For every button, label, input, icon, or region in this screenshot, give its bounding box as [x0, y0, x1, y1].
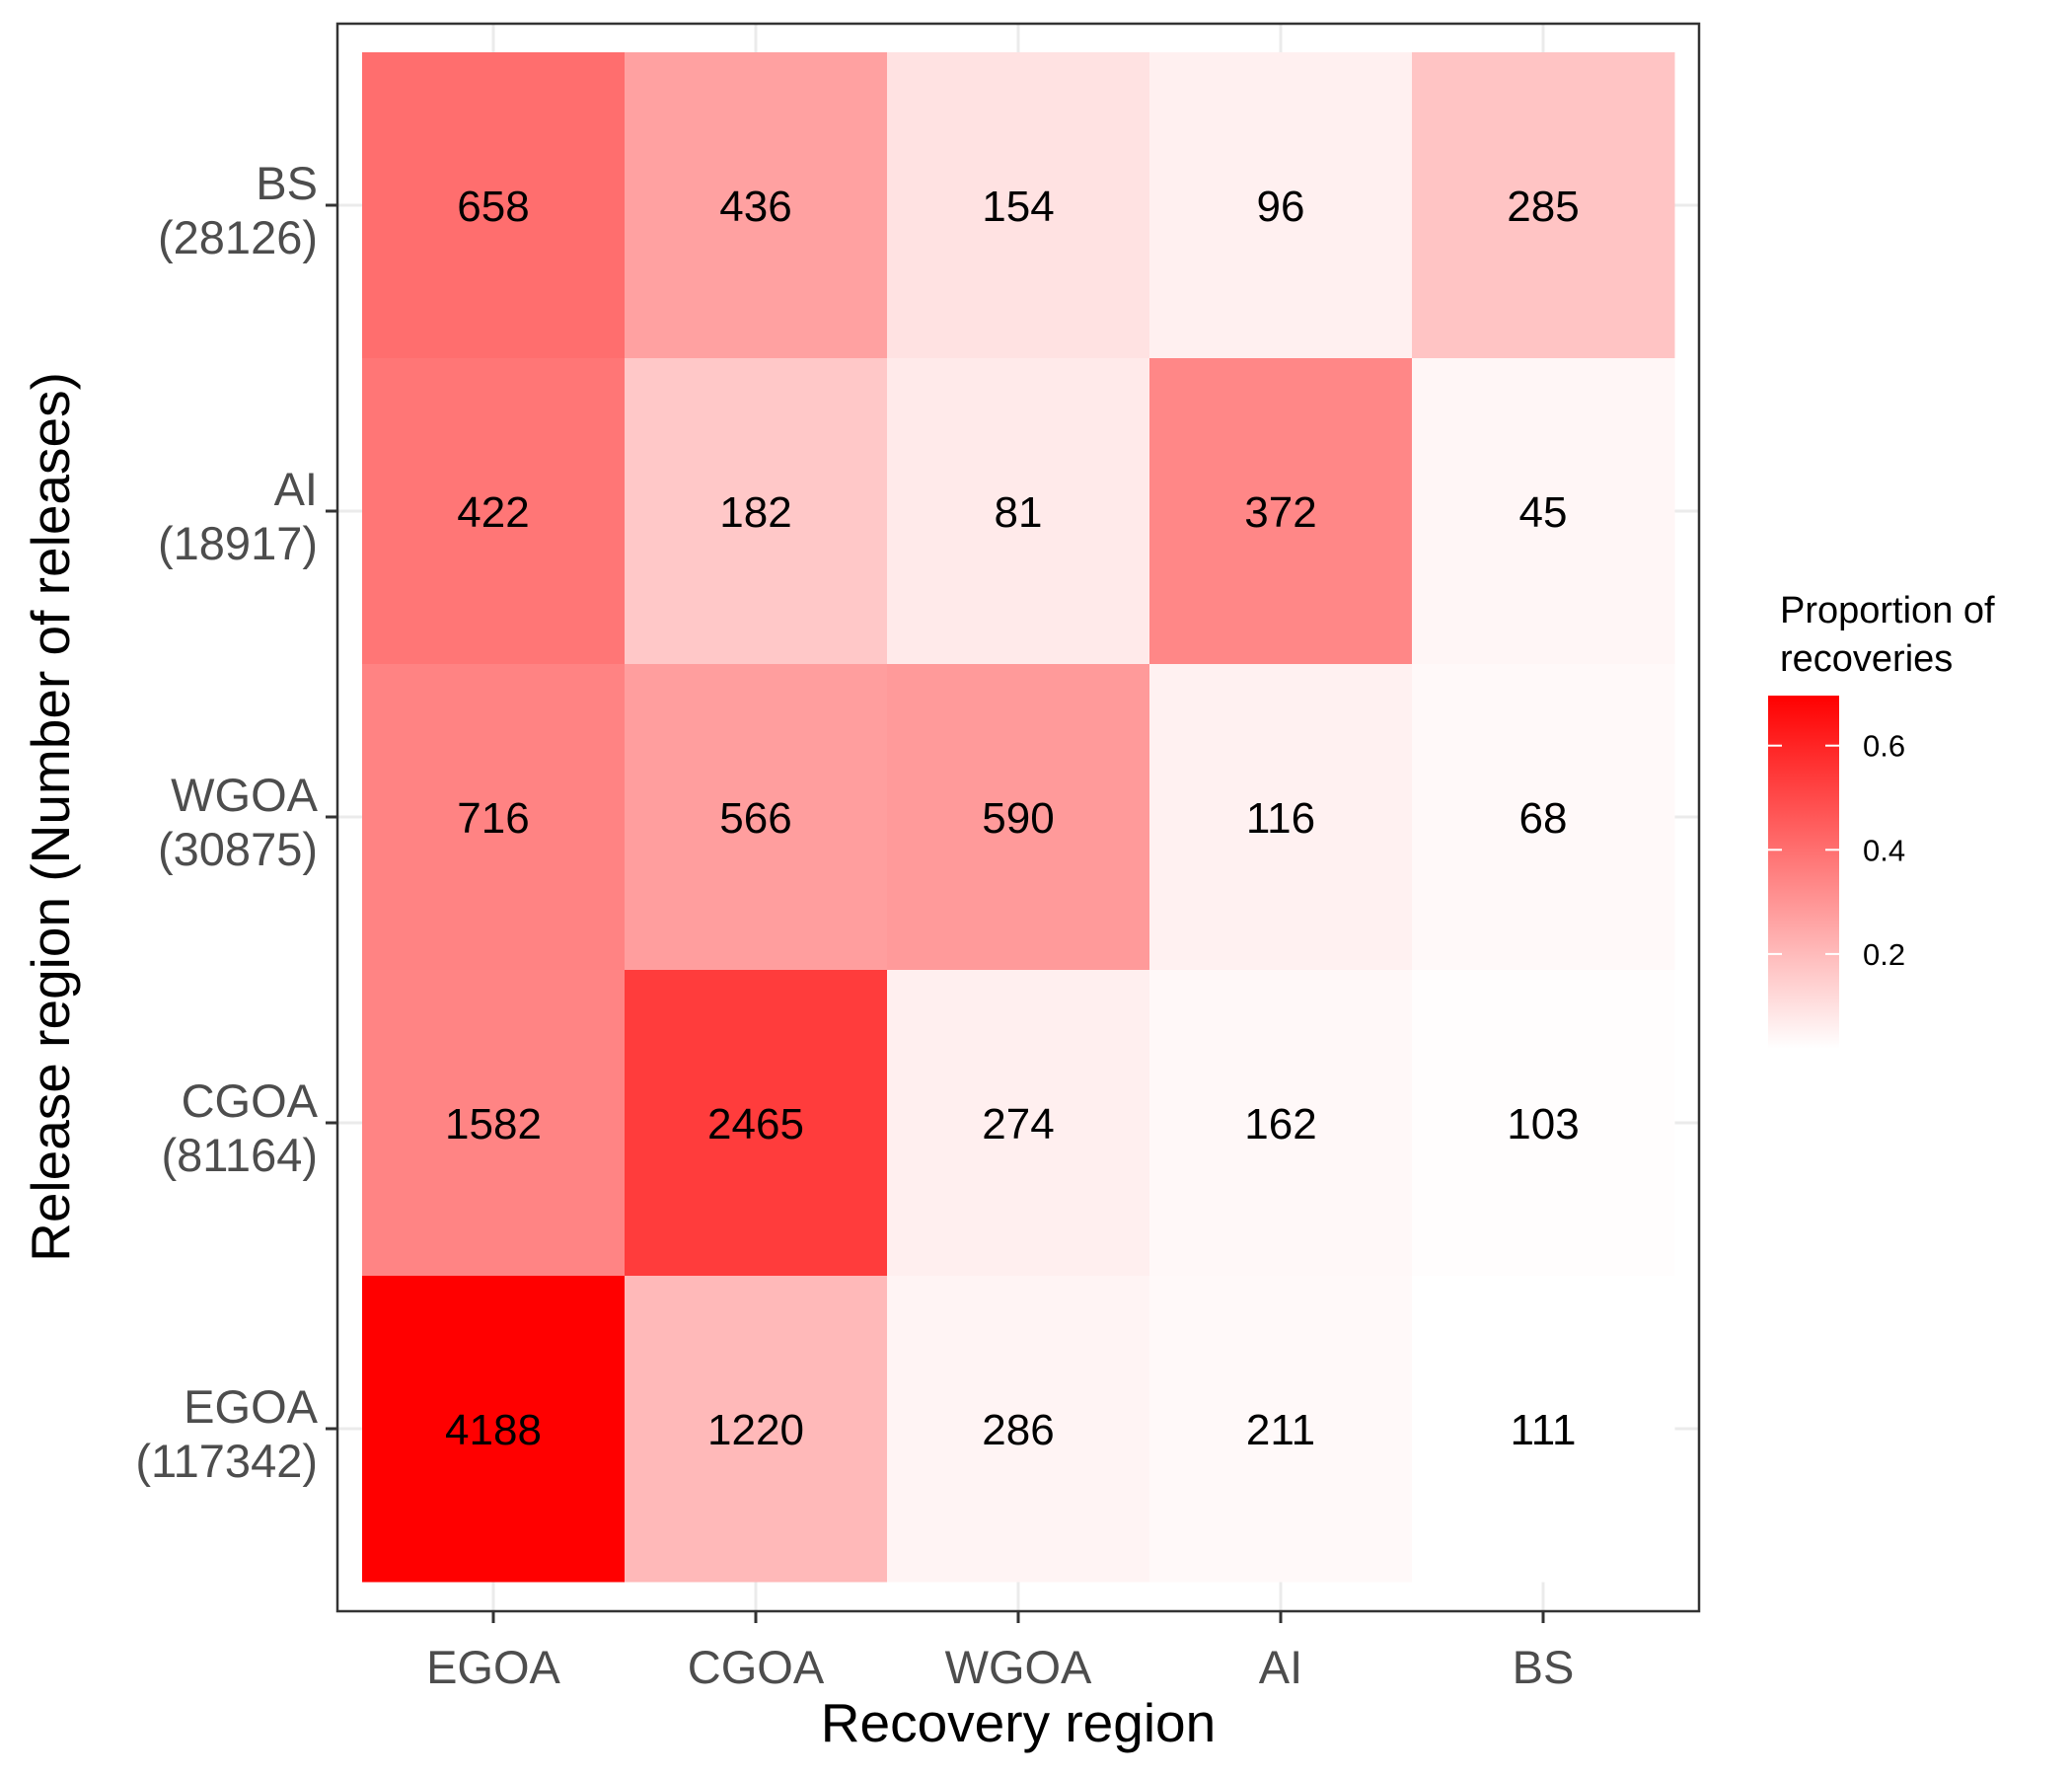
cell-value-label: 162: [1244, 1100, 1316, 1148]
x-tick-label: BS: [1513, 1641, 1575, 1693]
y-tick-label-releases: (81164): [161, 1129, 318, 1181]
cell-value-label: 1220: [707, 1406, 804, 1454]
tile-cgoa-to-egoa: [362, 970, 626, 1277]
legend-ticks: 0.2 0.4 0.6: [1768, 729, 1905, 972]
cell-value-label: 590: [982, 794, 1054, 843]
x-axis-title: Recovery region: [821, 1692, 1216, 1753]
tile-ai-to-bs: [1412, 358, 1675, 665]
cell-value-label: 285: [1507, 183, 1579, 231]
tile-bs-to-egoa: [362, 52, 626, 359]
legend: Proportion of recoveries 0.2 0.4 0.6: [1768, 590, 1995, 1049]
cell-value-label: 103: [1507, 1100, 1579, 1148]
tile-cgoa-to-ai: [1149, 970, 1413, 1277]
x-tick-label: EGOA: [426, 1641, 560, 1693]
cell-value-label: 1582: [445, 1100, 542, 1148]
cell-value-label: 716: [457, 794, 529, 843]
tile-egoa-to-egoa: [362, 1276, 626, 1583]
cell-value-label: 96: [1257, 183, 1305, 231]
y-tick-label-region: AI: [274, 463, 318, 515]
y-axis: BS(28126) AI(18917) WGOA(30875) CGOA(81164)…: [135, 157, 337, 1487]
cell-value-label: 182: [719, 488, 791, 537]
tile-bs-to-bs: [1412, 52, 1675, 359]
x-axis: EGOA CGOA WGOA AI BS: [426, 1611, 1574, 1693]
y-tick-label-releases: (28126): [158, 211, 318, 263]
cell-value-label: 116: [1246, 794, 1315, 843]
tile-cgoa-to-bs: [1412, 970, 1675, 1277]
cell-value-label: 2465: [707, 1100, 804, 1148]
tile-egoa-to-ai: [1149, 1276, 1413, 1583]
cell-value-label: 68: [1519, 794, 1568, 843]
y-axis-title: Release region (Number of releases): [20, 372, 81, 1262]
tile-cgoa-to-cgoa: [625, 970, 888, 1277]
y-tick-label-region: BS: [256, 157, 318, 209]
tile-ai-to-cgoa: [625, 358, 888, 665]
cell-value-label: 658: [457, 183, 529, 231]
cell-value-label: 111: [1511, 1406, 1577, 1454]
tile-cgoa-to-wgoa: [887, 970, 1150, 1277]
y-tick-label-region: WGOA: [171, 769, 318, 821]
tile-egoa-to-bs: [1412, 1276, 1675, 1583]
x-tick-label: AI: [1259, 1641, 1302, 1693]
cell-value-label: 4188: [445, 1406, 542, 1454]
tile-bs-to-cgoa: [625, 52, 888, 359]
tile-wgoa-to-egoa: [362, 664, 626, 971]
y-tick-label-releases: (117342): [135, 1435, 318, 1487]
legend-title-line-1: Proportion of: [1780, 590, 1995, 631]
y-tick-label-region: CGOA: [182, 1074, 319, 1127]
x-tick-label: CGOA: [688, 1641, 825, 1693]
tile-wgoa-to-bs: [1412, 664, 1675, 971]
cell-value-label: 211: [1246, 1406, 1315, 1454]
tile-wgoa-to-wgoa: [887, 664, 1150, 971]
x-tick-label: WGOA: [945, 1641, 1092, 1693]
cell-value-label: 274: [982, 1100, 1054, 1148]
cell-value-label: 566: [719, 794, 791, 843]
tile-ai-to-wgoa: [887, 358, 1150, 665]
cell-value-label: 45: [1519, 488, 1568, 537]
cell-value-label: 422: [457, 488, 529, 537]
cell-value-label: 154: [982, 183, 1054, 231]
legend-title-line-2: recoveries: [1780, 638, 1953, 680]
legend-tick-label: 0.4: [1863, 833, 1905, 867]
legend-tick-label: 0.6: [1863, 729, 1905, 764]
cell-value-label: 81: [995, 488, 1043, 537]
cell-value-label: 286: [982, 1406, 1054, 1454]
y-tick-label-region: EGOA: [184, 1380, 318, 1433]
cell-value-label: 436: [719, 183, 791, 231]
tile-wgoa-to-ai: [1149, 664, 1413, 971]
tile-wgoa-to-cgoa: [625, 664, 888, 971]
cell-value-label: 372: [1244, 488, 1316, 537]
tile-ai-to-ai: [1149, 358, 1413, 665]
tiles: [362, 52, 1675, 1583]
legend-colorbar: [1768, 696, 1839, 1049]
y-tick-label-releases: (18917): [158, 517, 318, 569]
tile-egoa-to-wgoa: [887, 1276, 1150, 1583]
legend-tick-label: 0.2: [1863, 937, 1905, 972]
tile-bs-to-wgoa: [887, 52, 1150, 359]
tile-egoa-to-cgoa: [625, 1276, 888, 1583]
tile-ai-to-egoa: [362, 358, 626, 665]
tile-bs-to-ai: [1149, 52, 1413, 359]
cell-labels: 658 436 154 96 285 422 182 81 372 45 716 566 590 116 6…: [445, 183, 1580, 1454]
y-tick-label-releases: (30875): [158, 823, 318, 875]
